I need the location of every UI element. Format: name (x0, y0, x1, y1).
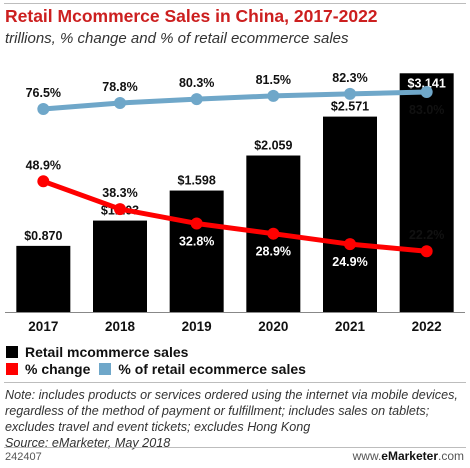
legend-swatch-share (99, 363, 112, 375)
share-label-2019: 80.3% (179, 76, 214, 90)
share-point-2019 (190, 93, 203, 106)
note-text: Note: includes products or services orde… (5, 388, 458, 434)
change-label-2018: 38.3% (102, 186, 137, 200)
change-point-2021 (344, 238, 356, 251)
top-rule (4, 3, 466, 4)
change-line (40, 178, 430, 254)
chart-plot: $0.870$1.203$1.598$2.059$2.571$3.1412017… (5, 71, 465, 334)
share-point-2021 (344, 87, 356, 100)
chart-id: 242407 (5, 451, 42, 463)
source-text: Source: eMarketer, May 2018 (5, 436, 171, 450)
change-label-2022: 22.2% (409, 228, 444, 242)
legend-label-change: % change (25, 361, 91, 377)
bar-value-label-2019: $1.598 (178, 174, 216, 188)
share-point-2018 (114, 97, 126, 109)
change-label-2019: 32.8% (179, 234, 214, 248)
x-tick-label-2018: 2018 (105, 319, 136, 334)
chart-title: Retail Mcommerce Sales in China, 2017-20… (5, 6, 378, 26)
site-prefix: www. (352, 449, 382, 463)
bar-2018 (93, 220, 147, 312)
bar-value-label-2020: $2.059 (254, 139, 292, 153)
site-url: www.eMarketer.com (353, 449, 464, 463)
change-point-2020 (267, 227, 280, 240)
change-point-2019 (190, 217, 203, 230)
legend-label-bars: Retail mcommerce sales (25, 344, 189, 360)
x-tick-label-2019: 2019 (182, 319, 212, 334)
change-label-2021: 24.9% (332, 255, 367, 269)
share-point-2020 (267, 89, 280, 102)
legend-swatch-bars (6, 346, 18, 358)
share-label-2020: 81.5% (256, 73, 291, 87)
bar-value-label-2021: $2.571 (331, 100, 369, 114)
x-tick-label-2022: 2022 (412, 319, 442, 334)
chart-subtitle: trillions, % change and % of retail ecom… (5, 30, 349, 47)
x-tick-label-2020: 2020 (258, 319, 288, 334)
bar-2017 (16, 245, 71, 312)
legend-row-lines: % change % of retail ecommerce sales (6, 361, 306, 377)
bar-2021 (323, 116, 377, 312)
bar-2022 (399, 73, 454, 312)
share-label-2021: 82.3% (332, 71, 367, 85)
legend-swatch-change (6, 363, 18, 375)
bar-value-label-2022: $3.141 (408, 76, 446, 90)
change-label-2020: 28.9% (256, 245, 291, 259)
change-point-2017 (37, 175, 50, 188)
change-label-2017: 48.9% (26, 158, 61, 172)
legend-item-bars: Retail mcommerce sales (6, 344, 188, 360)
footer-divider (4, 447, 466, 448)
site-suffix: .com (437, 449, 464, 463)
share-label-2022: 83.0% (409, 103, 444, 117)
share-label-2017: 76.5% (26, 86, 61, 100)
note-divider (4, 382, 466, 383)
change-point-2022 (420, 245, 433, 258)
site-brand: eMarketer (381, 449, 438, 463)
share-label-2018: 78.8% (102, 80, 137, 94)
note-block: Note: includes products or services orde… (5, 387, 467, 451)
bar-2019 (169, 190, 224, 312)
x-tick-label-2017: 2017 (28, 319, 58, 334)
share-line (40, 89, 430, 112)
legend-label-share: % of retail ecommerce sales (118, 361, 306, 377)
share-point-2022 (420, 86, 433, 98)
share-point-2017 (37, 103, 50, 116)
change-point-2018 (114, 203, 126, 216)
x-tick-label-2021: 2021 (335, 319, 366, 334)
bar-value-label-2017: $0.870 (24, 229, 62, 243)
